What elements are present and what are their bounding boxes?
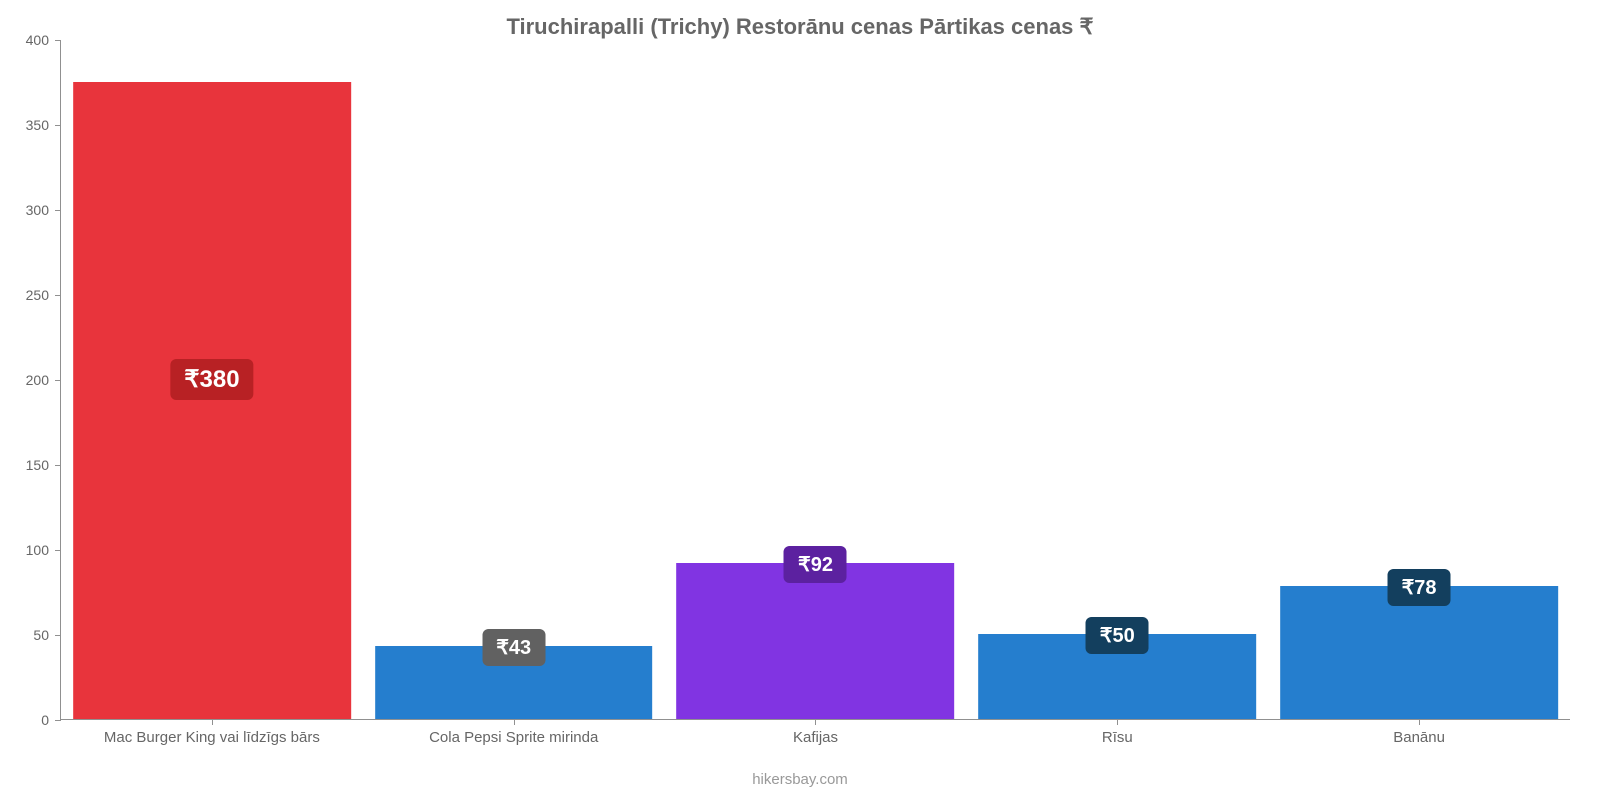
bar-chart: Tiruchirapalli (Trichy) Restorānu cenas … <box>0 0 1600 800</box>
y-tick-label: 300 <box>0 202 49 218</box>
value-badge: ₹78 <box>1388 569 1451 606</box>
chart-title: Tiruchirapalli (Trichy) Restorānu cenas … <box>0 14 1600 40</box>
y-tick-label: 250 <box>0 287 49 303</box>
x-axis-label: Mac Burger King vai līdzīgs bārs <box>104 729 320 746</box>
y-tick-label: 400 <box>0 32 49 48</box>
bar-slot: ₹92Kafijas <box>665 40 967 719</box>
x-tick <box>514 719 515 725</box>
x-axis-label: Cola Pepsi Sprite mirinda <box>429 729 598 746</box>
bar <box>73 82 351 720</box>
y-tick-label: 0 <box>0 712 49 728</box>
value-badge: ₹43 <box>482 629 545 666</box>
source-attribution: hikersbay.com <box>0 771 1600 788</box>
bar-slot: ₹43Cola Pepsi Sprite mirinda <box>363 40 665 719</box>
y-tick-label: 200 <box>0 372 49 388</box>
plot-area: 050100150200250300350400 ₹380Mac Burger … <box>60 40 1570 720</box>
value-badge: ₹380 <box>170 359 253 400</box>
y-tick-label: 100 <box>0 542 49 558</box>
bar-slot: ₹380Mac Burger King vai līdzīgs bārs <box>61 40 363 719</box>
y-tick-label: 350 <box>0 117 49 133</box>
y-tick-label: 150 <box>0 457 49 473</box>
x-tick <box>1117 719 1118 725</box>
bar-slot: ₹50Rīsu <box>966 40 1268 719</box>
x-tick <box>815 719 816 725</box>
x-tick <box>212 719 213 725</box>
bar <box>677 563 955 719</box>
x-axis-label: Kafijas <box>793 729 838 746</box>
x-tick <box>1419 719 1420 725</box>
bar-slot: ₹78Banānu <box>1268 40 1570 719</box>
y-tick-label: 50 <box>0 627 49 643</box>
value-badge: ₹50 <box>1086 617 1149 654</box>
value-badge: ₹92 <box>784 546 847 583</box>
x-axis-label: Rīsu <box>1102 729 1133 746</box>
x-axis-label: Banānu <box>1393 729 1445 746</box>
